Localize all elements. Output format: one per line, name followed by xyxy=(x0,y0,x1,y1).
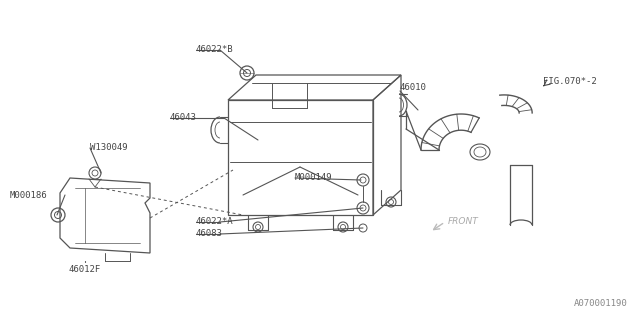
Text: 46012F: 46012F xyxy=(69,266,101,275)
Text: M000186: M000186 xyxy=(10,190,47,199)
Text: 46010: 46010 xyxy=(400,84,427,92)
Text: 46083: 46083 xyxy=(196,229,223,238)
Text: M000149: M000149 xyxy=(295,173,333,182)
Text: 46022*B: 46022*B xyxy=(196,45,234,54)
Text: 46022*A: 46022*A xyxy=(196,218,234,227)
Text: W130049: W130049 xyxy=(90,143,127,153)
Text: FIG.070*-2: FIG.070*-2 xyxy=(543,77,596,86)
Text: 46043: 46043 xyxy=(170,114,197,123)
Text: A070001190: A070001190 xyxy=(574,299,628,308)
Text: FRONT: FRONT xyxy=(448,218,479,227)
